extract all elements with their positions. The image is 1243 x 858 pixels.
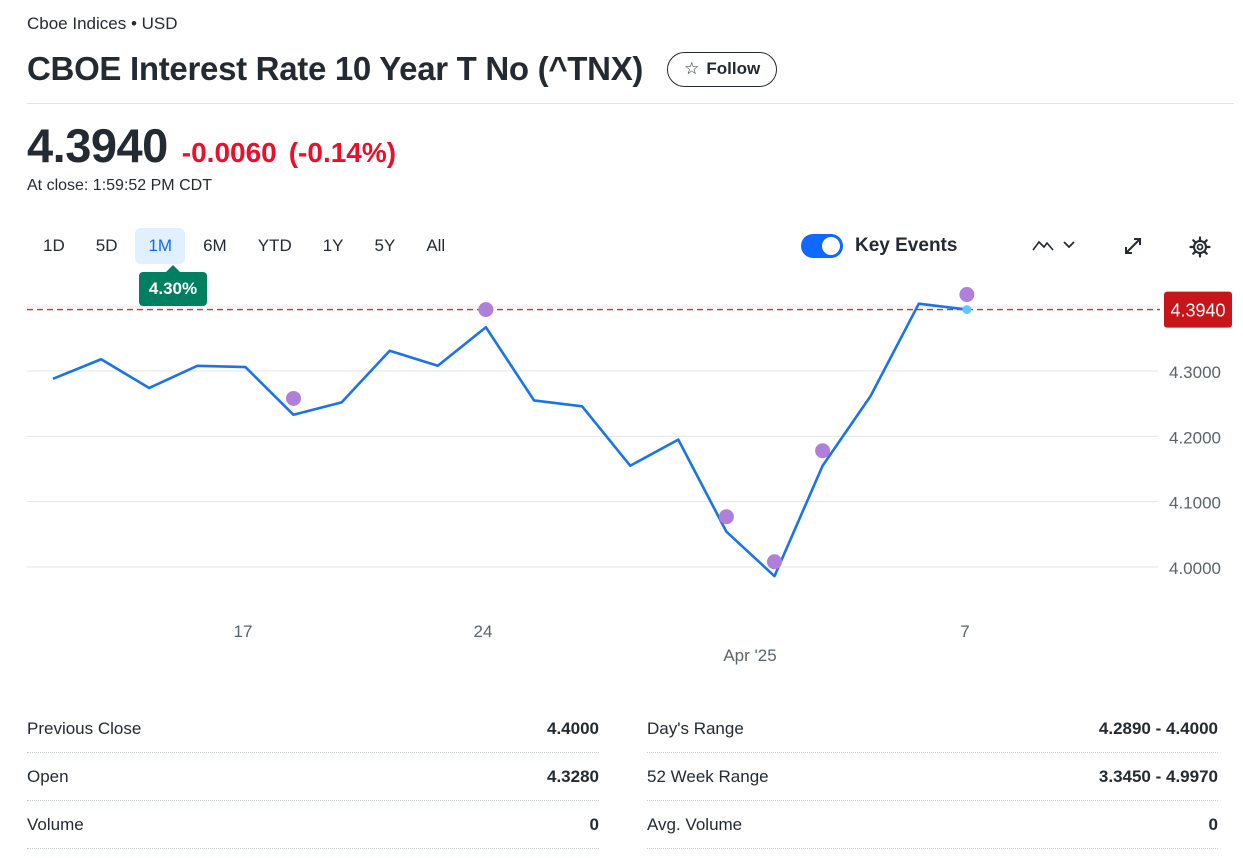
key-event-marker (478, 302, 494, 318)
stat-open: Open 4.3280 (27, 753, 599, 801)
key-event-marker (767, 554, 782, 570)
stat-value: 4.4000 (547, 718, 599, 738)
stat-label: Volume (27, 814, 84, 834)
stat-label: Open (27, 766, 69, 786)
last-point-marker (962, 305, 972, 315)
stat-52-week-range: 52 Week Range 3.3450 - 4.9970 (647, 753, 1218, 801)
range-5d[interactable]: 5D (95, 236, 118, 255)
exchange-label: Cboe Indices • USD (27, 14, 178, 33)
x-tick-label: 24 (474, 622, 493, 641)
stat-label: 52 Week Range (647, 766, 769, 786)
price-change-percent: (-0.14%) (288, 137, 397, 168)
key-event-marker (959, 287, 975, 303)
price-label: 4.3940 (1170, 301, 1225, 321)
price-change: -0.0060 (181, 137, 277, 168)
stat-days-range: Day's Range 4.2890 - 4.4000 (647, 705, 1218, 753)
stat-value: 0 (589, 814, 599, 834)
key-events-label: Key Events (855, 235, 958, 256)
range-all[interactable]: All (426, 236, 446, 255)
return-tooltip: 4.30% (139, 265, 207, 306)
range-5y[interactable]: 5Y (374, 236, 396, 255)
chevron-down-icon (1063, 241, 1075, 249)
stat-label: Avg. Volume (647, 814, 743, 834)
price-line (52, 302, 968, 578)
stat-label: Previous Close (27, 718, 142, 738)
chart-settings-button[interactable] (1189, 236, 1211, 263)
title-row: CBOE Interest Rate 10 Year T No (^TNX) ☆… (27, 50, 778, 88)
key-event-marker (815, 443, 831, 459)
gear-icon (1189, 236, 1211, 258)
stat-value: 3.3450 - 4.9970 (1098, 766, 1218, 786)
star-icon: ☆ (684, 59, 700, 78)
stat-avg-volume: Avg. Volume 0 (647, 801, 1218, 849)
range-1y[interactable]: 1Y (322, 236, 344, 255)
stats-right: Day's Range 4.2890 - 4.4000 52 Week Rang… (647, 705, 1218, 849)
price-label-box (1164, 291, 1232, 328)
stat-value: 4.3280 (547, 766, 599, 786)
range-6m[interactable]: 6M (203, 236, 227, 255)
y-tick-label: 4.0000 (1169, 559, 1221, 578)
stat-value: 4.2890 - 4.4000 (1098, 718, 1218, 738)
y-tick-label: 4.1000 (1169, 494, 1221, 513)
mountain-chart-icon (1032, 240, 1054, 251)
expand-icon (1125, 238, 1141, 254)
stat-value: 0 (1208, 814, 1218, 834)
price-row: 4.3940 -0.0060 (-0.14%) (27, 118, 396, 173)
fullscreen-button[interactable] (1123, 236, 1143, 261)
stat-label: Day's Range (647, 718, 744, 738)
stat-previous-close: Previous Close 4.4000 (27, 705, 599, 753)
y-tick-label: 4.2000 (1169, 428, 1221, 447)
x-tick-label: 17 (234, 622, 253, 641)
range-1d[interactable]: 1D (43, 236, 65, 255)
range-1m[interactable]: 1M (135, 228, 186, 264)
stats-left: Previous Close 4.4000 Open 4.3280 Volume… (27, 705, 599, 849)
toggle-knob (822, 237, 840, 255)
follow-button[interactable]: ☆ Follow (667, 51, 778, 87)
x-sublabel: Apr '25 (723, 646, 776, 665)
price-chart[interactable]: 4.3000 4.2000 4.1000 4.0000 4.3940 17 24 7 Apr '… (0, 280, 1243, 680)
chart-type-selector[interactable] (1032, 236, 1076, 252)
key-events-control: Key Events (801, 234, 957, 258)
key-events-toggle[interactable] (801, 234, 843, 258)
key-event-marker (286, 390, 301, 406)
close-time: At close: 1:59:52 PM CDT (27, 177, 212, 194)
y-tick-label: 4.3000 (1169, 363, 1221, 382)
header-divider (27, 103, 1234, 104)
stat-volume: Volume 0 (27, 801, 599, 849)
x-tick-label: 7 (960, 622, 969, 641)
range-selector: 1D 5D 1M 6M YTD 1Y 5Y All (30, 228, 463, 264)
page-title: CBOE Interest Rate 10 Year T No (^TNX) (27, 50, 644, 87)
follow-label: Follow (706, 59, 761, 78)
range-ytd[interactable]: YTD (257, 236, 292, 255)
key-event-marker (718, 509, 734, 525)
current-price: 4.3940 (27, 119, 168, 172)
